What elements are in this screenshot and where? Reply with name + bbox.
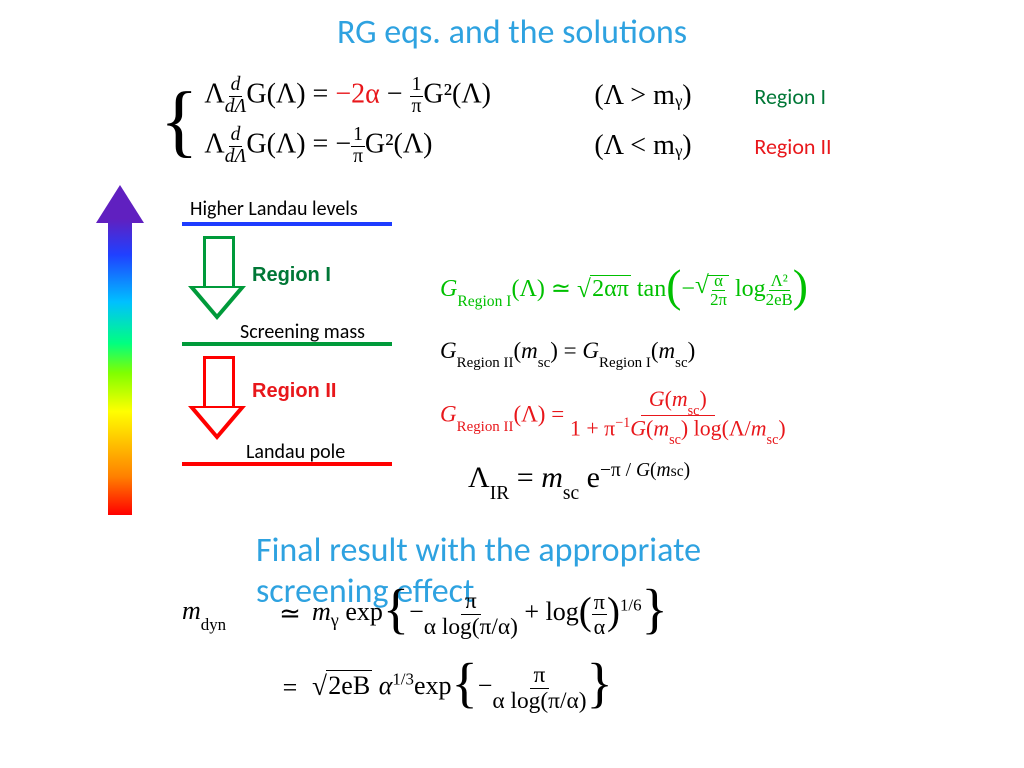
region-1-arrow-icon <box>192 236 242 316</box>
eq-red-term: −2α <box>335 78 379 109</box>
eq-text: α <box>372 671 392 700</box>
region-2-label: Region II <box>754 133 831 160</box>
eq-text: 2π <box>710 291 727 309</box>
level-label-landau-pole: Landau pole <box>246 440 345 464</box>
eq-text: π <box>592 590 607 614</box>
eq-text: G(Λ) = − <box>246 129 351 160</box>
region-1-label: Region I <box>754 83 826 110</box>
eq-text: π <box>530 663 550 689</box>
eq-text: α <box>594 615 606 638</box>
eq-text: Region II <box>457 419 514 435</box>
eq-text: tan <box>631 276 666 302</box>
eq-text: 1 <box>351 125 365 147</box>
final-eq-line-2: = 2eB α1/3exp{−πα log(π/α)} <box>182 662 613 713</box>
level-label-higher-landau: Higher Landau levels <box>190 197 358 221</box>
eq-text: dΛ <box>225 146 247 167</box>
eq-text: Region I <box>457 293 511 310</box>
rg-eq-line-2: ΛddΛG(Λ) = −1πG²(Λ) (Λ < mᵧ) Region II <box>204 125 831 167</box>
eq-text: Λ² <box>769 272 790 291</box>
eq-text: 2απ <box>590 275 631 302</box>
title-main: RG eqs. and the solutions <box>337 12 687 53</box>
eq-text: Λ <box>204 129 224 160</box>
eq-text: + log <box>518 597 579 626</box>
rg-equation-system: { ΛddΛG(Λ) = −2α − 1πG²(Λ) (Λ > mᵧ) Regi… <box>160 75 832 167</box>
region-1-arrow-label: Region I <box>252 264 331 287</box>
eq-text: 1 <box>410 75 424 97</box>
formula-region-1: GRegion I(Λ) ≃ 2απ tan(−α2π logΛ²2eB) <box>440 270 808 309</box>
formula-ir-scale: ΛIR = msc e−π / G(msc) <box>468 460 690 500</box>
eq-text: (Λ) ≃ <box>511 276 577 302</box>
eq-text: α log(π/α) <box>492 689 586 714</box>
eq-text: ≃ <box>268 599 312 629</box>
eq-text: (Λ) = <box>513 402 569 427</box>
formula-matching: GRegion II(msc) = GRegion I(msc) <box>440 338 695 369</box>
eq-text: G²(Λ) <box>423 78 491 109</box>
final-eq-line-1: mdyn ≃ mγ exp{−πα log(π/α) + log(πα)1/6} <box>182 588 668 639</box>
energy-scale-arrow-icon <box>96 185 144 515</box>
eq-text: d <box>231 74 241 95</box>
left-brace-icon: { <box>160 91 198 151</box>
eq-text: π <box>461 589 481 615</box>
eq-text: 2eB <box>766 291 793 309</box>
formula-region-2: GRegion II(Λ) = G(msc)1 + π−1G(msc) log(… <box>440 388 786 445</box>
eq-text: log <box>729 276 766 302</box>
eq-text: − <box>380 78 410 109</box>
rg-eq-line-1: ΛddΛG(Λ) = −2α − 1πG²(Λ) (Λ > mᵧ) Region… <box>204 75 831 117</box>
eq-text: exp <box>414 671 452 700</box>
eq-condition: (Λ < mᵧ) <box>594 130 754 162</box>
eq-text: dΛ <box>225 96 247 117</box>
region-2-arrow-icon <box>192 356 242 436</box>
eq-text: G <box>440 276 457 302</box>
eq-text: − <box>681 276 695 302</box>
eq-text: d <box>231 124 241 145</box>
eq-text: α <box>712 272 725 291</box>
eq-text: 1/6 <box>620 595 642 614</box>
eq-condition: (Λ > mᵧ) <box>594 80 754 112</box>
eq-text: π <box>412 97 422 118</box>
eq-text: α log(π/α) <box>424 615 518 640</box>
eq-text: 1/3 <box>392 669 414 688</box>
eq-text: G²(Λ) <box>365 129 433 160</box>
eq-text: G(Λ) = <box>246 78 335 109</box>
eq-text: π <box>353 147 363 168</box>
eq-text: 2eB <box>326 670 372 700</box>
region-2-arrow-label: Region II <box>252 380 336 403</box>
level-higher-landau <box>182 222 392 226</box>
level-label-screening: Screening mass <box>240 320 365 344</box>
eq-text: Λ <box>204 78 224 109</box>
eq-text: = <box>268 673 312 703</box>
